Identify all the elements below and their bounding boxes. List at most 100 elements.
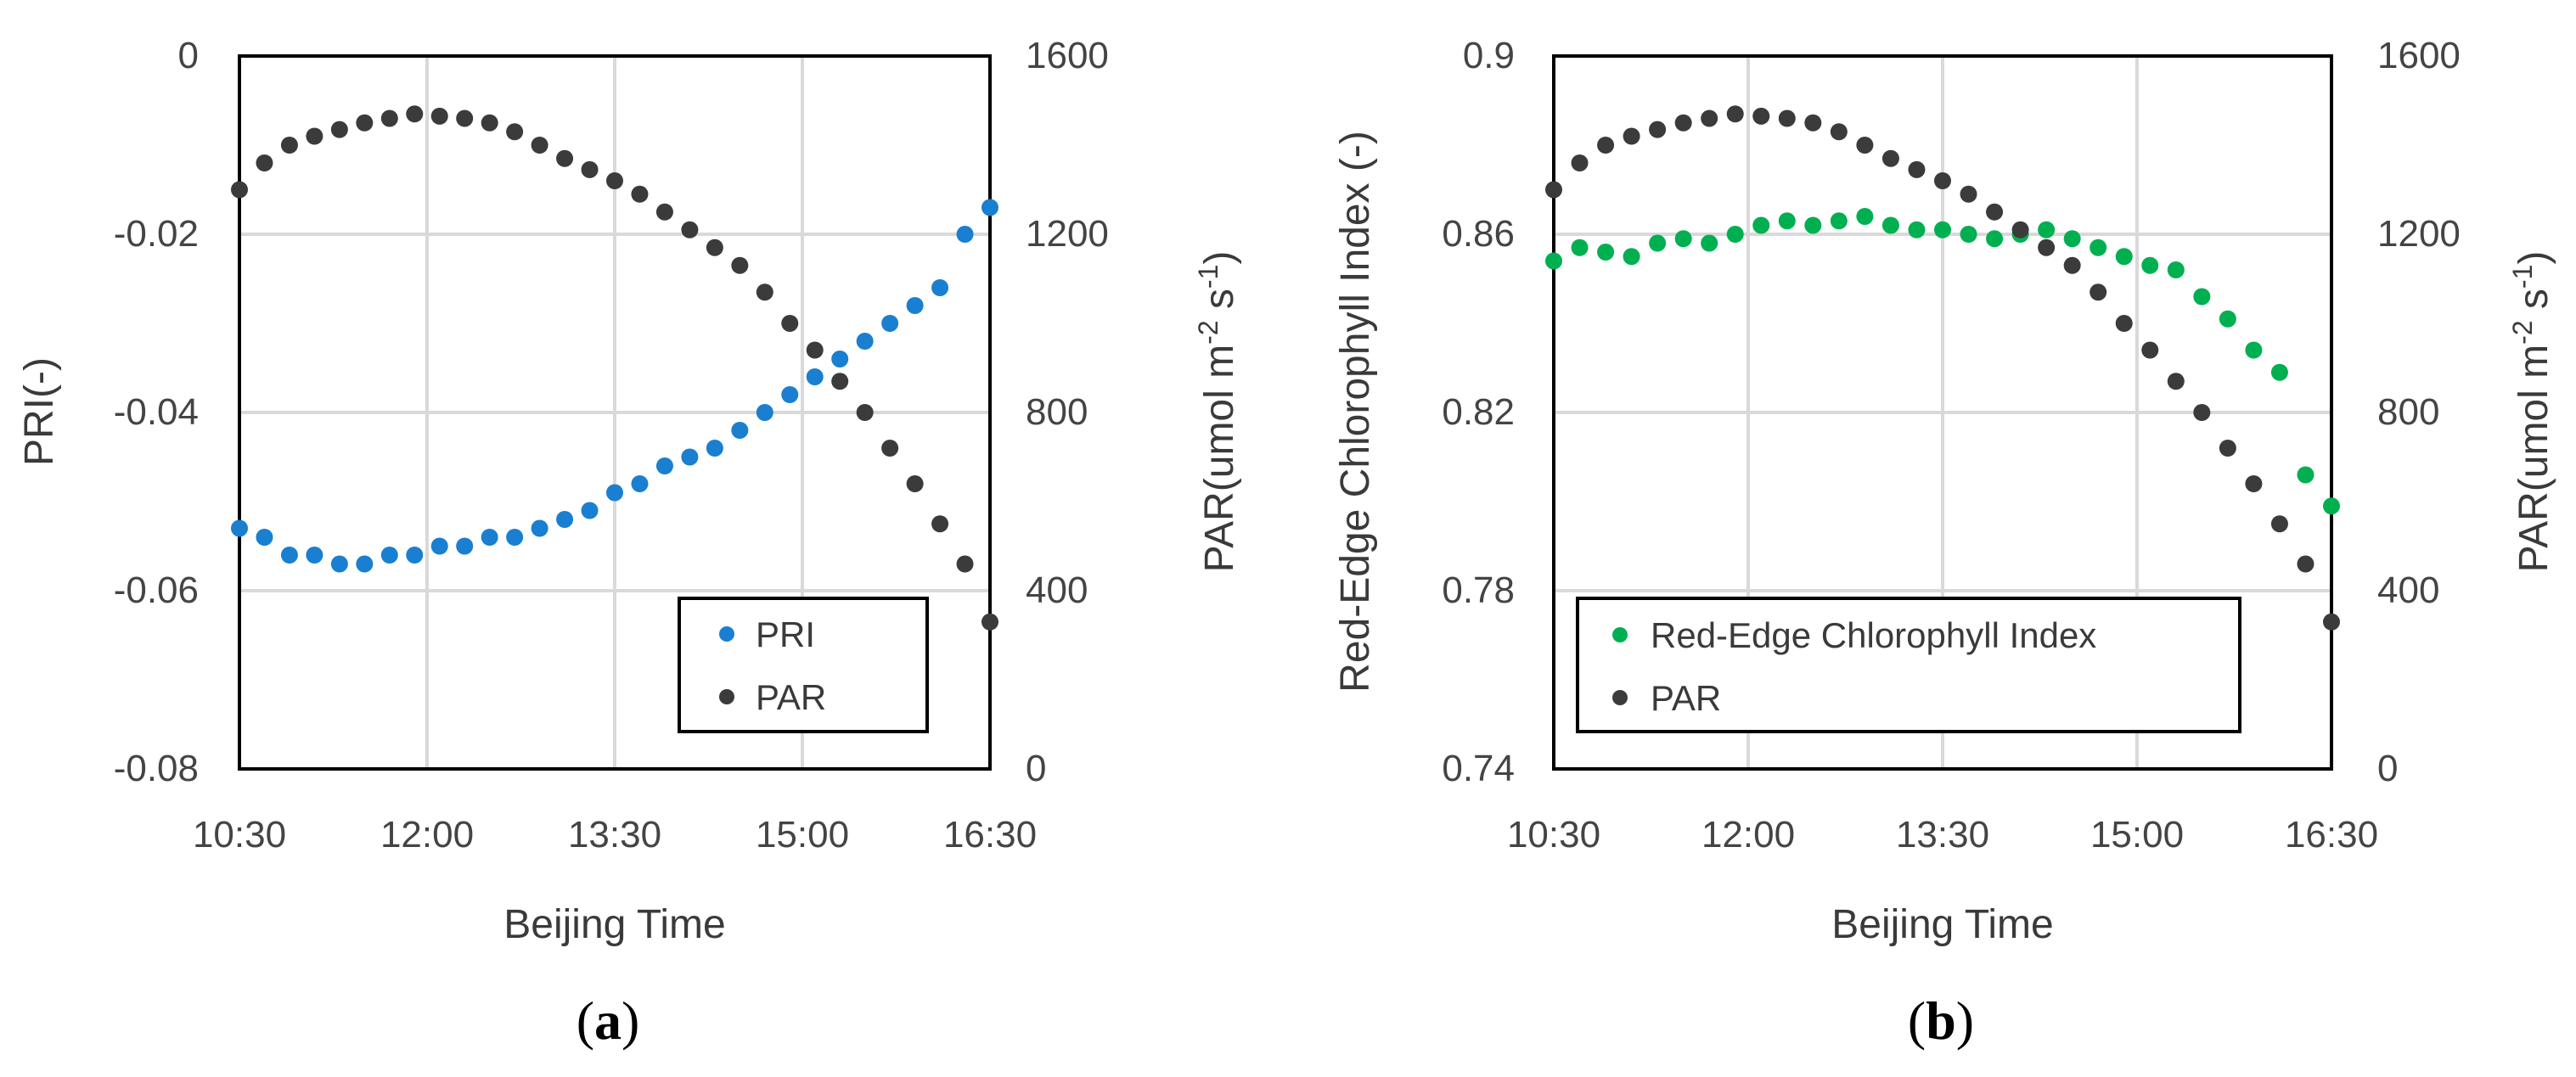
- panel-b-x-tick: 12:00: [1701, 814, 1795, 855]
- panel-a-point-par: [356, 114, 374, 132]
- panel-b-legend-marker-chl: [1612, 627, 1628, 642]
- panel-b-point-par: [2038, 238, 2056, 256]
- panel-a-right-tick: 1600: [1026, 35, 1109, 76]
- panel-a-x-axis-title: Beijing Time: [503, 902, 725, 947]
- panel-a-point-par: [806, 341, 824, 359]
- panel-b-point-par: [1830, 123, 1848, 141]
- panel-b-point-par: [1752, 107, 1770, 125]
- panel-a-point-par: [231, 181, 248, 199]
- panel-b-legend-label-chl: Red-Edge Chlorophyll Index: [1651, 615, 2096, 655]
- panel-b-point-par: [2115, 315, 2133, 332]
- panel-b-right-tick: 400: [2377, 569, 2439, 611]
- panel-a-point-par: [906, 475, 924, 492]
- panel-b-point-red-edge-chlorophyll-index: [1752, 216, 1770, 234]
- panel-a-point-pri: [756, 404, 773, 421]
- panel-b-left-tick: 0.82: [1442, 391, 1515, 433]
- panel-b-right-tick: 800: [2377, 391, 2439, 433]
- panel-a-legend-marker-pri: [719, 626, 734, 642]
- panel-b-point-red-edge-chlorophyll-index: [1804, 216, 1822, 234]
- panel-b-point-par: [1960, 185, 1977, 203]
- panel-b-point-par: [1881, 149, 1899, 167]
- panel-b-points: [1545, 105, 2340, 631]
- panel-a-point-pri: [806, 368, 824, 385]
- panel-b-right-tick: 1200: [2377, 213, 2461, 255]
- panel-b-x-tick: 16:30: [2285, 814, 2378, 855]
- panel-a-point-par: [606, 172, 623, 189]
- panel-a-left-tick: 0: [178, 35, 199, 76]
- panel-a-point-par: [330, 121, 348, 138]
- panel-a-point-par: [881, 440, 899, 457]
- panel-a-point-pri: [306, 547, 323, 564]
- panel-b-point-red-edge-chlorophyll-index: [2297, 466, 2314, 484]
- panel-b-left-tick: 0.86: [1442, 213, 1515, 255]
- panel-b-legend-box: [1576, 597, 2241, 733]
- panel-a-legend-label-pri: PRI: [756, 614, 815, 654]
- panel-a-point-par: [406, 105, 424, 123]
- panel-b-point-par: [1934, 172, 1951, 189]
- panel-a-point-par: [581, 160, 599, 178]
- panel-a-left-tick: -0.06: [114, 569, 199, 611]
- panel-a-point-par: [531, 137, 548, 154]
- panel-a-right-tick: 1200: [1026, 213, 1109, 255]
- panel-a-point-par: [956, 555, 974, 573]
- panel-b-point-red-edge-chlorophyll-index: [1623, 248, 1640, 266]
- panel-b-point-red-edge-chlorophyll-index: [1674, 230, 1692, 248]
- panel-b-point-par: [2297, 555, 2314, 573]
- panel-a-point-pri: [380, 547, 398, 564]
- panel-b-point-par: [1726, 105, 1744, 123]
- panel-a-point-par: [481, 114, 498, 132]
- panel-b-point-red-edge-chlorophyll-index: [2038, 221, 2056, 238]
- panel-a-point-par: [856, 404, 874, 421]
- panel-a-point-pri: [330, 555, 348, 573]
- panel-a-legend-marker-par: [719, 689, 734, 704]
- panel-b-point-red-edge-chlorophyll-index: [1701, 234, 1718, 252]
- panel-b-point-red-edge-chlorophyll-index: [1856, 208, 1874, 225]
- panel-a-point-par: [280, 137, 298, 154]
- panel-a: 0 -0.02 -0.04 -0.06 -0.08 1600 1200 800 …: [17, 35, 1242, 1051]
- panel-b-point-red-edge-chlorophyll-index: [2063, 230, 2081, 248]
- panel-b-point-red-edge-chlorophyll-index: [1881, 216, 1899, 234]
- panel-b-legend-marker-par: [1612, 690, 1628, 705]
- panel-a-legend-label-par: PAR: [756, 677, 826, 717]
- panel-a-point-pri: [931, 279, 949, 296]
- panel-b-point-red-edge-chlorophyll-index: [1597, 244, 1615, 261]
- panel-a-point-par: [731, 256, 749, 274]
- panel-a-point-par: [306, 127, 323, 145]
- panel-b-point-par: [2245, 475, 2263, 492]
- panel-a-point-pri: [731, 422, 749, 439]
- panel-a-point-pri: [506, 529, 524, 546]
- panel-b: 0.9 0.86 0.82 0.78 0.74 1600 1200 800 40…: [1333, 35, 2556, 1051]
- panel-b-point-red-edge-chlorophyll-index: [1830, 212, 1848, 230]
- panel-a-point-pri: [456, 537, 474, 555]
- panel-a-point-par: [781, 315, 799, 332]
- panel-a-point-pri: [581, 502, 599, 519]
- panel-a-point-pri: [256, 529, 273, 546]
- panel-b-point-red-edge-chlorophyll-index: [2089, 238, 2107, 256]
- panel-b-x-tick: 13:30: [1896, 814, 1989, 855]
- panel-b-point-par: [2089, 283, 2107, 301]
- panel-a-point-pri: [981, 199, 998, 216]
- panel-b-point-par: [2193, 404, 2211, 421]
- panel-b-point-red-edge-chlorophyll-index: [1726, 226, 1744, 243]
- panel-a-point-par: [655, 203, 673, 221]
- panel-b-label: (b): [1908, 990, 1974, 1051]
- panel-b-point-par: [2323, 613, 2340, 631]
- panel-a-point-pri: [681, 448, 699, 466]
- panel-a-point-pri: [631, 475, 649, 492]
- panel-a-point-par: [756, 283, 773, 301]
- panel-a-x-tick: 12:00: [380, 814, 474, 855]
- panel-b-point-par: [2011, 221, 2029, 238]
- panel-a-points: [231, 105, 998, 631]
- panel-a-point-par: [631, 185, 649, 203]
- panel-b-point-par: [1986, 203, 2004, 221]
- panel-b-right-tick: 0: [2377, 748, 2398, 789]
- panel-b-point-red-edge-chlorophyll-index: [2167, 261, 2185, 278]
- panel-a-point-pri: [556, 511, 574, 528]
- panel-a-plot-frame: [238, 54, 992, 771]
- panel-a-point-pri: [881, 315, 899, 332]
- panel-b-point-par: [1597, 137, 1615, 154]
- panel-b-point-par: [2219, 440, 2236, 457]
- panel-b-point-red-edge-chlorophyll-index: [2193, 288, 2211, 306]
- panel-b-left-axis-title: Red-Edge Chlorophyll Index (-): [1333, 131, 1378, 693]
- panel-b-left-tick: 0.74: [1442, 748, 1515, 789]
